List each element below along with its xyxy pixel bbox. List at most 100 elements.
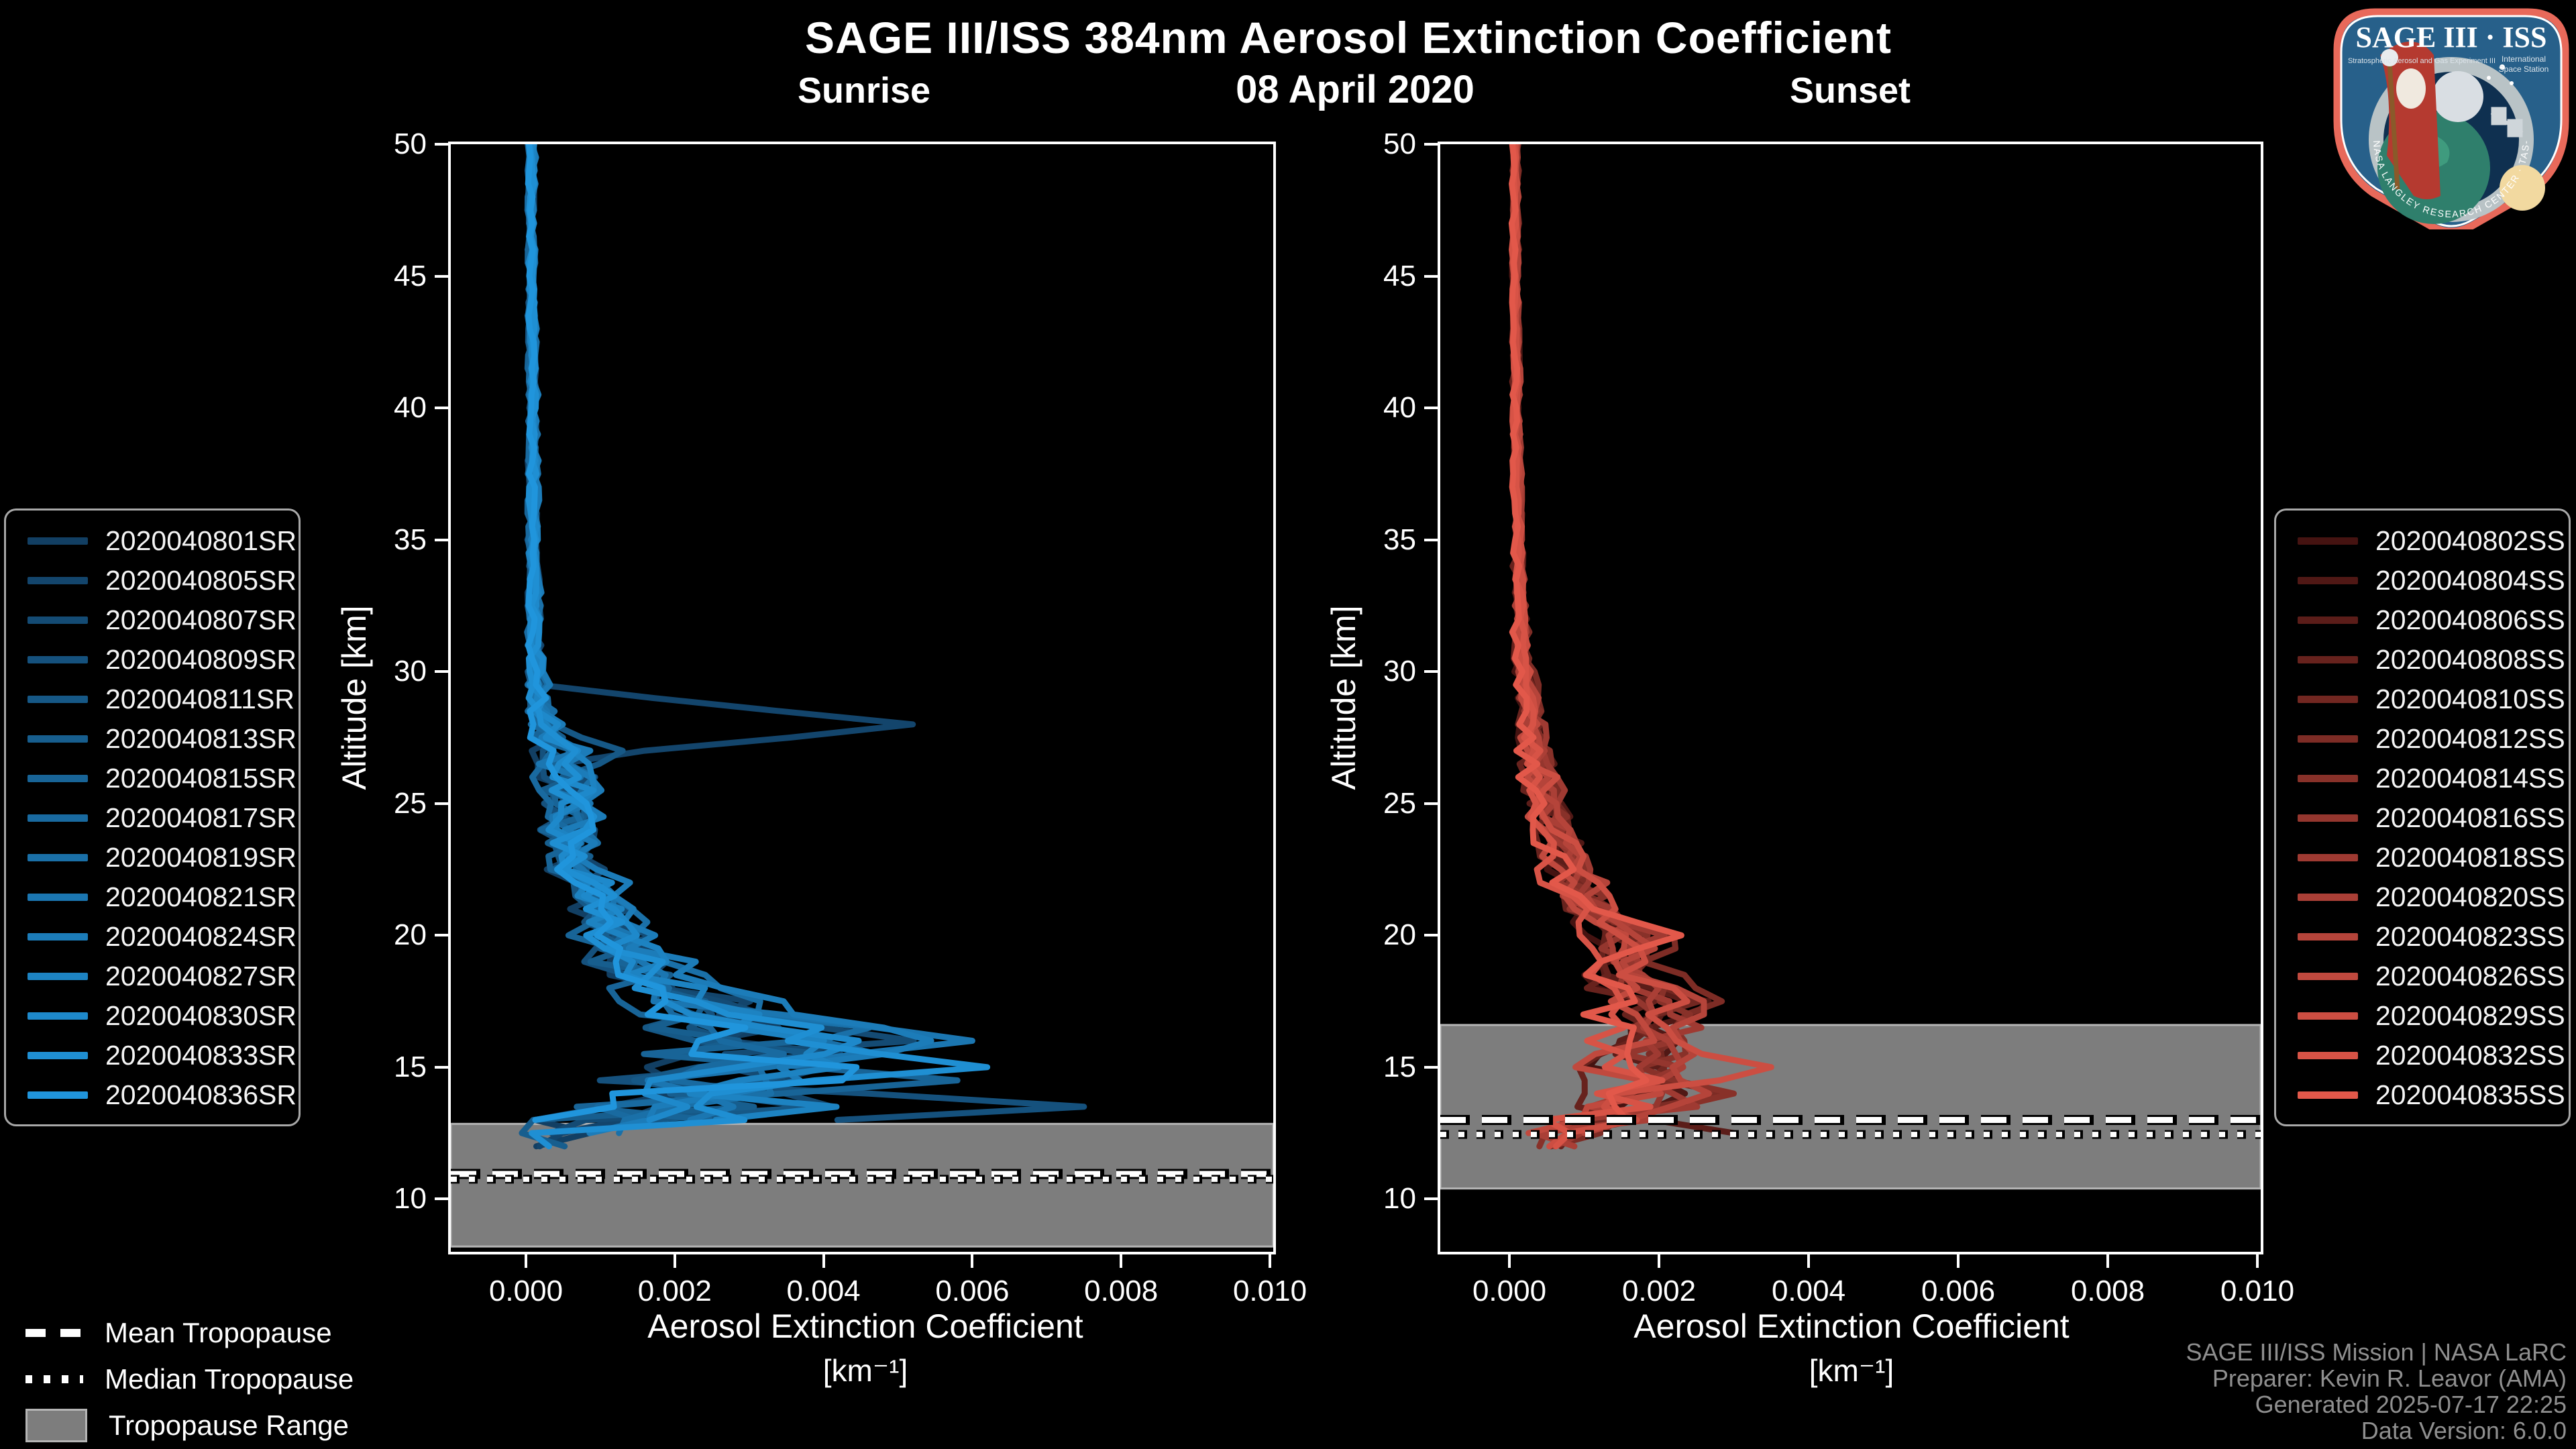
sunrise-profile-2020040836SR [525, 144, 860, 1123]
legend-item: 2020040818SS [2276, 838, 2569, 877]
logo-shield-icon: SAGE III · ISS Stratospheric Aerosol and… [2329, 0, 2569, 235]
legend-line-swatch [28, 656, 88, 663]
legend-line-swatch [2298, 973, 2358, 980]
legend-line-swatch [28, 854, 88, 861]
legend-label: 2020040804SS [2375, 565, 2565, 596]
y-tick-label: 30 [1383, 655, 1416, 688]
legend-line-swatch [2298, 1091, 2358, 1099]
sunrise-profile-2020040815SR [524, 144, 961, 1123]
sunset-x-axis-label: Aerosol Extinction Coefficient [km⁻¹] [1436, 1307, 2267, 1389]
legend-item: 2020040812SS [2276, 719, 2569, 759]
legend-item: 2020040827SR [6, 957, 299, 996]
legend-line-swatch [2298, 775, 2358, 782]
logo-subtitle-left: Stratospheric Aerosol and Gas Experiment… [2348, 57, 2496, 65]
median-tropopause-legend-item: Median Tropopause [25, 1356, 354, 1402]
y-tick-label: 30 [394, 655, 427, 688]
legend-label: 2020040818SS [2375, 842, 2565, 873]
x-tick-label: 0.000 [488, 1275, 564, 1307]
sunrise-legend: 2020040801SR 2020040805SR 2020040807SR 2020… [4, 508, 301, 1126]
x-tick-mark [1658, 1254, 1660, 1268]
legend-line-swatch [2298, 1052, 2358, 1059]
legend-label: 2020040813SR [105, 723, 297, 754]
tropopause-range-band [451, 1122, 1273, 1248]
sunset-panel-title: Sunset [1789, 70, 1911, 111]
y-tick-label: 15 [1383, 1050, 1416, 1083]
y-tick-label: 20 [394, 918, 427, 952]
legend-line-swatch [2298, 1012, 2358, 1020]
sunrise-x-axis-label: Aerosol Extinction Coefficient [km⁻¹] [449, 1307, 1281, 1389]
sunrise-panel-title: Sunrise [797, 70, 931, 111]
y-tick-mark [435, 1065, 448, 1069]
sunrise-y-axis-label: Altitude [km] [335, 605, 373, 790]
x-tick-mark [673, 1254, 676, 1268]
footer-credits: SAGE III/ISS Mission | NASA LaRC Prepare… [2186, 1339, 2567, 1444]
legend-item: 2020040835SS [2276, 1075, 2569, 1115]
legend-line-swatch [28, 1012, 88, 1020]
legend-line-swatch [28, 973, 88, 980]
sunrise-profile-2020040805SR [527, 144, 916, 1150]
legend-label: 2020040810SS [2375, 684, 2565, 714]
legend-item: 2020040817SR [6, 798, 299, 838]
legend-label: 2020040802SS [2375, 525, 2565, 556]
y-tick-mark [435, 538, 448, 541]
legend-line-swatch [28, 894, 88, 901]
x-tick-mark [1957, 1254, 1960, 1268]
legend-item: 2020040820SS [2276, 877, 2569, 917]
legend-label: 2020040830SR [105, 1000, 297, 1031]
y-tick-mark [435, 274, 448, 278]
x-tick-mark [1508, 1254, 1511, 1268]
x-tick-label: 0.000 [1472, 1275, 1547, 1307]
y-tick-label: 50 [394, 127, 427, 160]
y-tick-label: 10 [394, 1182, 427, 1216]
legend-line-swatch [28, 1091, 88, 1099]
sunset-plot: 50 45 40 35 30 25 20 15 10 0.000 0.002 0.004 0.006 0.… [1383, 127, 2294, 1307]
date-title: 08 April 2020 [1236, 68, 1474, 111]
legend-item: 2020040810SS [2276, 680, 2569, 719]
legend-item: 2020040804SS [2276, 561, 2569, 600]
gray-range-swatch [25, 1408, 87, 1442]
legend-line-swatch [28, 577, 88, 584]
legend-item: 2020040807SR [6, 600, 299, 640]
x-tick-label: 0.010 [2220, 1275, 2295, 1307]
sunset-legend: 2020040802SS 2020040804SS 2020040806SS 2020… [2274, 508, 2571, 1126]
dotted-line-swatch [25, 1375, 83, 1383]
sunrise-profile-2020040821SR [525, 144, 975, 1123]
legend-item: 2020040811SR [6, 680, 299, 719]
legend-line-swatch [2298, 656, 2358, 663]
x-tick-label: 0.008 [1084, 1275, 1159, 1307]
x-tick-label: 0.002 [637, 1275, 712, 1307]
legend-line-swatch [2298, 537, 2358, 545]
footer-generated: Generated 2025-07-17 22:25 [2255, 1391, 2567, 1418]
legend-line-swatch [28, 616, 88, 624]
tropopause-range-legend-item: Tropopause Range [25, 1402, 354, 1448]
legend-label: 2020040833SR [105, 1040, 297, 1071]
legend-label: 2020040816SS [2375, 802, 2565, 833]
x-tick-label: 0.002 [1621, 1275, 1697, 1307]
page-title: SAGE III/ISS 384nm Aerosol Extinction Co… [805, 13, 1892, 62]
x-tick-label: 0.004 [786, 1275, 861, 1307]
sunset-y-axis-label: Altitude [km] [1325, 605, 1362, 790]
legend-item: 2020040833SR [6, 1036, 299, 1075]
legend-line-swatch [28, 1052, 88, 1059]
logo-title: SAGE III · ISS [2356, 21, 2547, 54]
legend-line-swatch [2298, 577, 2358, 584]
legend-item: 2020040815SR [6, 759, 299, 798]
y-tick-mark [435, 143, 448, 146]
y-tick-mark [1424, 1197, 1438, 1201]
y-tick-label: 35 [1383, 523, 1416, 556]
y-tick-mark [1424, 670, 1438, 674]
legend-label: 2020040827SR [105, 961, 297, 991]
sage-iii-iss-logo: SAGE III · ISS Stratospheric Aerosol and… [2329, 0, 2569, 235]
legend-item: 2020040821SR [6, 877, 299, 917]
x-tick-label: 0.006 [935, 1275, 1010, 1307]
x-tick-label: 0.004 [1771, 1275, 1846, 1307]
footer-preparer: Preparer: Kevin R. Leavor (AMA) [2212, 1364, 2567, 1392]
legend-item: 2020040813SR [6, 719, 299, 759]
logo-subtitle-right2: Space Station [2499, 64, 2549, 74]
legend-item: 2020040836SR [6, 1075, 299, 1115]
x-tick-mark [1120, 1254, 1123, 1268]
y-tick-label: 45 [394, 259, 427, 292]
legend-item: 2020040802SS [2276, 521, 2569, 561]
x-tick-label: 0.010 [1232, 1275, 1307, 1307]
